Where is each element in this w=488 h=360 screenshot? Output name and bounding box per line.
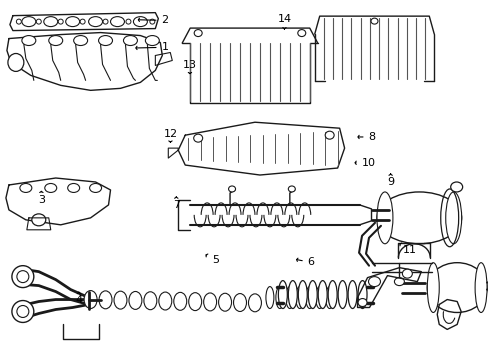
Text: 1: 1 xyxy=(136,42,168,52)
Ellipse shape xyxy=(337,280,346,309)
Ellipse shape xyxy=(17,19,21,24)
Ellipse shape xyxy=(17,271,29,283)
Polygon shape xyxy=(10,13,158,31)
Polygon shape xyxy=(27,218,51,230)
Polygon shape xyxy=(155,53,172,66)
Ellipse shape xyxy=(218,293,231,311)
Text: 9: 9 xyxy=(386,174,393,187)
Ellipse shape xyxy=(173,292,186,310)
Text: 8: 8 xyxy=(357,132,375,142)
Ellipse shape xyxy=(315,287,323,309)
Ellipse shape xyxy=(347,280,356,309)
Ellipse shape xyxy=(427,263,438,312)
Ellipse shape xyxy=(22,36,36,45)
Ellipse shape xyxy=(357,280,366,309)
Ellipse shape xyxy=(288,186,295,192)
Ellipse shape xyxy=(357,298,366,306)
Ellipse shape xyxy=(49,36,62,45)
Ellipse shape xyxy=(305,287,313,309)
Ellipse shape xyxy=(114,291,127,309)
Ellipse shape xyxy=(376,192,461,244)
Polygon shape xyxy=(168,148,178,158)
Ellipse shape xyxy=(103,19,108,24)
Text: 7: 7 xyxy=(172,197,180,210)
Text: 14: 14 xyxy=(277,14,291,29)
Ellipse shape xyxy=(84,291,97,309)
Ellipse shape xyxy=(133,17,147,27)
Ellipse shape xyxy=(325,131,333,139)
Ellipse shape xyxy=(8,54,24,71)
Ellipse shape xyxy=(298,280,306,309)
Ellipse shape xyxy=(129,292,142,309)
Ellipse shape xyxy=(110,17,124,27)
Ellipse shape xyxy=(275,287,283,309)
Text: 11: 11 xyxy=(399,243,416,255)
Ellipse shape xyxy=(228,186,235,192)
Ellipse shape xyxy=(22,17,36,27)
Ellipse shape xyxy=(145,36,159,45)
Ellipse shape xyxy=(370,18,377,24)
Ellipse shape xyxy=(295,287,303,309)
Ellipse shape xyxy=(80,19,85,24)
Text: 2: 2 xyxy=(138,15,168,26)
Ellipse shape xyxy=(44,17,58,27)
Ellipse shape xyxy=(143,292,157,310)
Text: 4: 4 xyxy=(75,292,82,305)
Ellipse shape xyxy=(58,19,63,24)
Ellipse shape xyxy=(318,280,326,309)
Ellipse shape xyxy=(45,184,57,193)
Polygon shape xyxy=(6,178,110,225)
Ellipse shape xyxy=(368,276,380,287)
Ellipse shape xyxy=(149,19,155,24)
Ellipse shape xyxy=(36,19,41,24)
Ellipse shape xyxy=(376,192,392,244)
Ellipse shape xyxy=(394,278,404,285)
Ellipse shape xyxy=(297,30,305,37)
Ellipse shape xyxy=(126,19,131,24)
Text: 6: 6 xyxy=(296,257,314,267)
Ellipse shape xyxy=(265,287,273,309)
Ellipse shape xyxy=(193,134,202,142)
Ellipse shape xyxy=(12,266,34,288)
Ellipse shape xyxy=(327,280,336,309)
Polygon shape xyxy=(436,300,460,329)
Ellipse shape xyxy=(445,192,461,244)
Ellipse shape xyxy=(474,263,486,312)
Ellipse shape xyxy=(74,36,87,45)
Ellipse shape xyxy=(248,294,261,312)
Ellipse shape xyxy=(20,184,32,193)
Ellipse shape xyxy=(278,280,287,309)
Ellipse shape xyxy=(123,36,137,45)
Ellipse shape xyxy=(188,293,201,311)
Ellipse shape xyxy=(12,301,34,323)
Ellipse shape xyxy=(402,269,411,278)
Ellipse shape xyxy=(67,184,80,193)
Text: 10: 10 xyxy=(354,158,375,168)
Ellipse shape xyxy=(427,263,486,312)
Ellipse shape xyxy=(32,214,46,226)
Text: 3: 3 xyxy=(38,192,45,205)
Ellipse shape xyxy=(194,30,202,37)
Ellipse shape xyxy=(99,36,112,45)
Ellipse shape xyxy=(288,280,297,309)
Polygon shape xyxy=(357,268,421,307)
Ellipse shape xyxy=(99,291,112,309)
Polygon shape xyxy=(7,32,162,90)
Ellipse shape xyxy=(233,293,246,311)
Ellipse shape xyxy=(159,292,171,310)
Text: 5: 5 xyxy=(205,254,218,265)
Ellipse shape xyxy=(285,287,293,309)
Text: 13: 13 xyxy=(183,60,197,73)
Text: 12: 12 xyxy=(163,129,177,142)
Ellipse shape xyxy=(65,17,80,27)
Ellipse shape xyxy=(89,184,102,193)
Ellipse shape xyxy=(17,306,29,318)
Ellipse shape xyxy=(450,182,462,192)
Ellipse shape xyxy=(325,287,333,309)
Ellipse shape xyxy=(203,293,216,311)
Polygon shape xyxy=(178,122,344,175)
Ellipse shape xyxy=(307,280,317,309)
Ellipse shape xyxy=(88,17,102,27)
